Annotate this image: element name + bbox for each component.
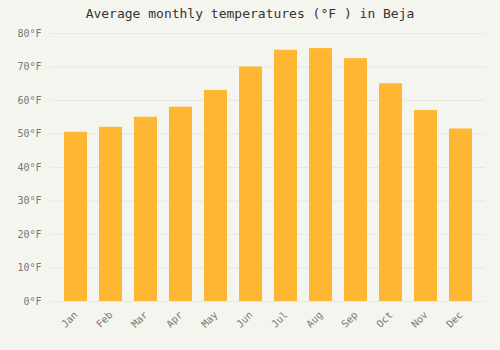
svg-text:50°F: 50°F [17,128,41,139]
svg-text:70°F: 70°F [17,61,41,72]
svg-text:Feb: Feb [94,309,115,330]
svg-text:Jul: Jul [269,309,290,330]
svg-text:0°F: 0°F [23,296,41,307]
svg-text:30°F: 30°F [17,195,41,206]
svg-text:Aug: Aug [304,309,325,330]
svg-text:60°F: 60°F [17,95,41,106]
svg-text:Sep: Sep [339,309,360,330]
svg-text:Mar: Mar [129,309,150,330]
svg-text:Dec: Dec [444,309,465,330]
svg-text:40°F: 40°F [17,162,41,173]
svg-text:10°F: 10°F [17,262,41,273]
svg-text:Nov: Nov [409,309,430,330]
svg-text:Oct: Oct [374,309,395,330]
html-text:Average monthly temperatures (: Average monthly temperatures (°F ) in Be… [85,6,415,21]
svg-text:Apr: Apr [164,309,185,330]
svg-text:Jan: Jan [59,309,80,330]
svg-text:80°F: 80°F [17,28,41,39]
svg-text:Jun: Jun [234,309,255,330]
svg-text:May: May [199,309,220,330]
svg-text:20°F: 20°F [17,229,41,240]
